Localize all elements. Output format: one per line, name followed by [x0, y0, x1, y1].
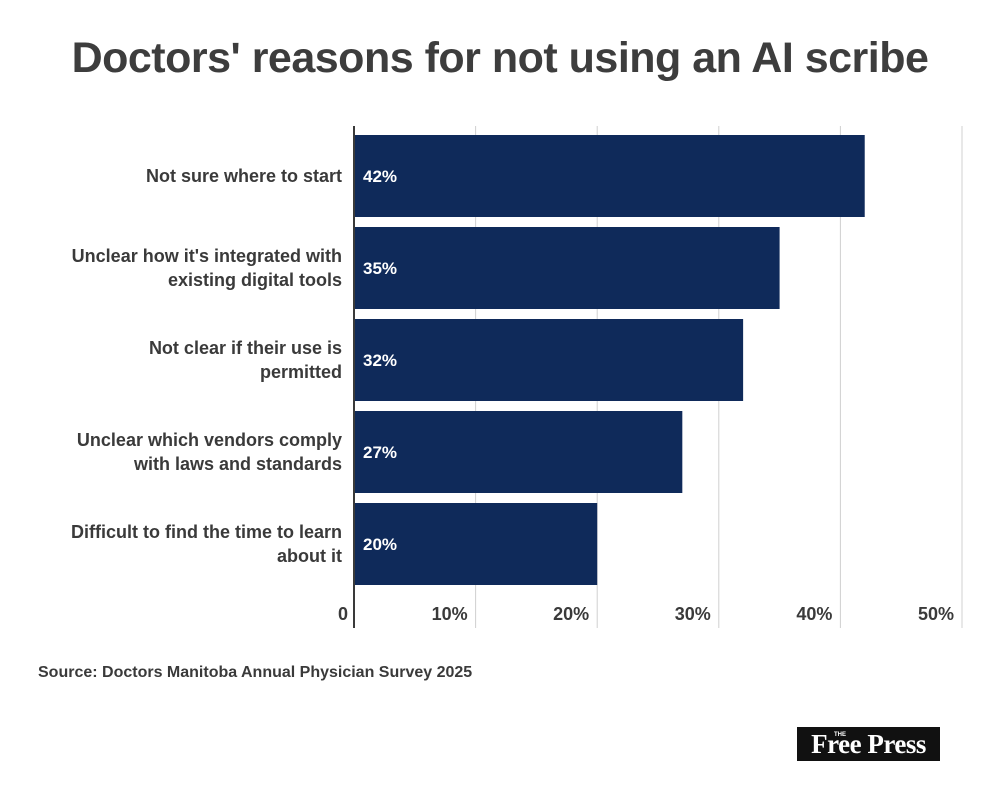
tick-label: 50% — [918, 604, 954, 624]
data-label: 20% — [363, 535, 397, 554]
data-label: 32% — [363, 351, 397, 370]
data-label: 42% — [363, 167, 397, 186]
bars: 42% 35% 32% 27% 20% — [354, 135, 865, 585]
bar — [354, 227, 780, 309]
category-label: Difficult to find the time to learn about… — [71, 522, 342, 566]
category-label: Unclear how it's integrated with existing… — [72, 246, 342, 290]
bar — [354, 319, 744, 401]
category-label: Not clear if their use is permitted — [149, 338, 342, 382]
tick-label: 0 — [338, 604, 348, 624]
data-label: 27% — [363, 443, 397, 462]
logo-name: Free Press — [811, 729, 926, 759]
bar — [354, 135, 865, 217]
tick-labels: 0 10% 20% 30% 40% 50% — [338, 604, 954, 624]
tick-label: 30% — [675, 604, 711, 624]
logo-the: THE — [834, 732, 846, 738]
free-press-logo: THE Free Press — [797, 727, 940, 761]
tick-label: 20% — [553, 604, 589, 624]
category-label: Not sure where to start — [146, 166, 342, 186]
chart-title: Doctors' reasons for not using an AI scr… — [71, 34, 929, 82]
bar — [354, 503, 598, 585]
category-label: Unclear which vendors comply with laws an… — [77, 430, 342, 474]
source-note: Source: Doctors Manitoba Annual Physicia… — [38, 664, 473, 681]
data-label: 35% — [363, 259, 397, 278]
bar — [354, 411, 683, 493]
tick-label: 10% — [432, 604, 468, 624]
category-labels: Not sure where to start Unclear how it's … — [71, 166, 342, 566]
tick-label: 40% — [796, 604, 832, 624]
